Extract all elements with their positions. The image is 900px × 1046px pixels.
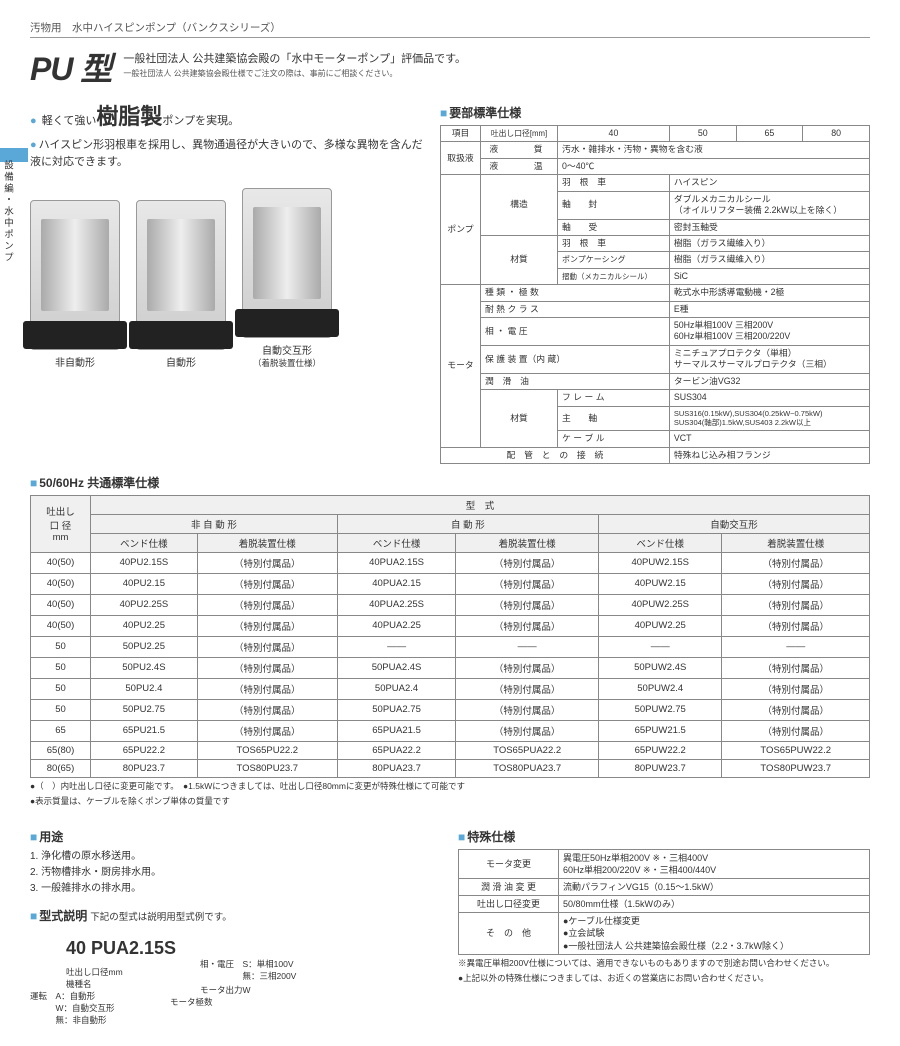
bullet-2: ハイスピン形羽根車を採用し、異物通過径が大きいので、多様な異物を含んだ液に対応で… [30, 137, 432, 170]
uses-heading: 用途 [30, 828, 442, 845]
model-note-2: ●表示質量は、ケーブルを除くポンプ単体の質量です [30, 796, 870, 808]
spec-heading: 要部標準仕様 [440, 104, 870, 121]
subtitle-1: 一般社団法人 公共建築協会殿の「水中モーターポンプ」評価品です。 [123, 50, 466, 66]
model-expl-note: 下記の型式は説明用型式例です。 [90, 912, 232, 923]
model-expl-heading: 型式説明 [30, 907, 87, 924]
product-image-1 [30, 200, 120, 350]
product-image-3 [242, 188, 332, 338]
product-image-2 [136, 200, 226, 350]
product-images: 非自動形 自動形 自動交互形（着脱装置仕様） [30, 188, 432, 369]
model-code: 40 PUA2.15S [66, 938, 176, 959]
common-heading: 50/60Hz 共通標準仕様 [30, 474, 870, 491]
subtitle-2: 一般社団法人 公共建築協会殿仕様でご注文の際は、事前にご相談ください。 [123, 68, 466, 79]
special-note-1: ※異電圧単相200V仕様については、適用できないものもありますので別途お問い合わ… [458, 958, 870, 970]
model-diagram: 40 PUA2.15S 吐出し口径mm 機種名 運転 A：自動形 W：自動交互形… [30, 936, 442, 1026]
model-note-1: ●（ ）内吐出し口径に変更可能です。 ●1.5kWにつきましては、吐出し口径80… [30, 781, 870, 793]
spec-table: 項目吐出し口径[mm]40506580取扱液液 質汚水・雑排水・汚物・異物を含む… [440, 125, 870, 464]
bullet-1: 軽くて強い樹脂製ポンプを実現。 [30, 100, 432, 133]
special-table: モータ変更異電圧50Hz単相200V ※・三相400V 60Hz単相200/22… [458, 849, 870, 955]
model-table: 吐出し 口 径 mm型 式非 自 動 形自 動 形自動交互形ベンド仕様着脱装置仕… [30, 495, 870, 778]
special-note-2: ●上記以外の特殊仕様につきましては、お近くの営業店にお問い合わせください。 [458, 973, 870, 985]
product-label-2: 自動形 [166, 354, 196, 369]
page-title: PU 型 [30, 44, 111, 90]
product-label-1: 非自動形 [55, 354, 95, 369]
uses-list: 1. 浄化槽の原水移送用。2. 汚物槽排水・厨房排水用。3. 一般雑排水の排水用… [30, 849, 442, 897]
product-label-3: 自動交互形（着脱装置仕様） [253, 342, 321, 369]
side-tab: 設備編・水中ポンプ [0, 160, 14, 264]
special-heading: 特殊仕様 [458, 828, 870, 845]
breadcrumb: 汚物用 水中ハイスピンポンプ（バンクスシリーズ） [30, 20, 870, 38]
